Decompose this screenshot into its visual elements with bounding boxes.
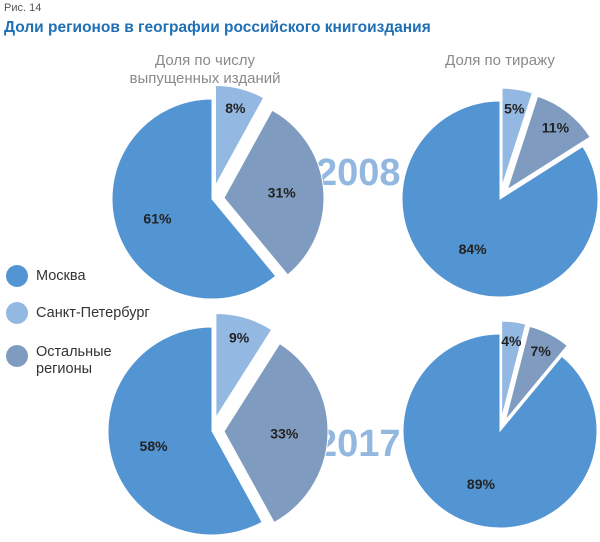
- slice-label-2008-editions-spb: 8%: [225, 100, 246, 116]
- column-header-circulation: Доля по тиражу: [445, 52, 555, 69]
- slice-label-2017-circulation-other: 7%: [531, 343, 552, 359]
- slice-label-2008-circulation-spb: 5%: [504, 101, 525, 117]
- chart-title: Доли регионов в географии российского кн…: [4, 19, 431, 36]
- legend-swatch-moscow: [6, 265, 28, 287]
- pie-2017-circulation: 4% 7% 89%: [402, 320, 598, 529]
- legend-item-moscow: Москва: [6, 265, 86, 287]
- year-label-2008: 2008: [316, 152, 401, 194]
- legend-item-other-regions: Остальные регионы: [6, 344, 112, 378]
- pie-slice-2008-editions-other: [223, 109, 325, 276]
- legend-label-spb: Санкт-Петербург: [36, 304, 150, 321]
- pie-slice-2008-circulation-spb: [501, 87, 533, 187]
- pie-slice-2017-editions-moscow: [107, 326, 263, 536]
- pie-slice-2008-circulation-moscow: [401, 100, 599, 298]
- legend-item-spb: Санкт-Петербург: [6, 302, 150, 324]
- slice-label-2017-circulation-spb: 4%: [501, 333, 522, 349]
- pie-2017-editions: 9% 33% 58%: [107, 313, 329, 536]
- pie-slice-2017-circulation-other: [504, 325, 568, 421]
- pie-slice-2008-editions-moscow: [111, 98, 277, 300]
- legend-swatch-other-regions: [6, 345, 28, 367]
- slice-label-2008-circulation-other: 11%: [542, 120, 570, 136]
- slice-label-2017-editions-moscow: 58%: [140, 438, 169, 454]
- figure-label: Рис. 14: [4, 2, 42, 14]
- pie-slice-2008-circulation-other: [506, 95, 591, 191]
- slice-label-2017-editions-other: 33%: [270, 425, 299, 441]
- slice-label-2017-editions-spb: 9%: [229, 330, 250, 346]
- pie-slice-2017-editions-spb: [215, 313, 273, 420]
- year-label-2017: 2017: [316, 423, 401, 465]
- legend-label-other-regions: Остальные регионы: [36, 344, 112, 377]
- pie-2008-circulation: 5% 11% 84%: [401, 87, 599, 298]
- pie-slice-2008-editions-spb: [214, 84, 265, 186]
- pie-slice-2017-circulation-moscow: [402, 333, 598, 529]
- column-header-editions: Доля по числу выпущенных изданий: [129, 52, 281, 87]
- pie-slice-2017-circulation-spb: [501, 320, 527, 419]
- slice-label-2008-editions-moscow: 61%: [143, 211, 172, 227]
- pie-slice-2017-editions-other: [223, 342, 329, 524]
- slice-label-2008-editions-other: 31%: [268, 184, 297, 200]
- slice-label-2008-circulation-moscow: 84%: [459, 241, 488, 257]
- legend-label-moscow: Москва: [36, 267, 86, 284]
- slice-label-2017-circulation-moscow: 89%: [467, 476, 496, 492]
- legend-swatch-spb: [6, 302, 28, 324]
- pie-2008-editions: 8% 31% 61%: [111, 84, 325, 300]
